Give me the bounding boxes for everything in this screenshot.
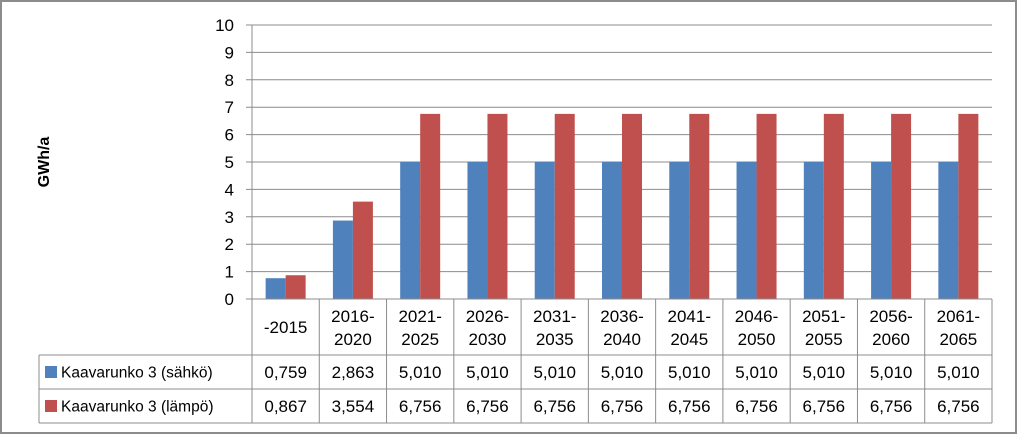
x-category-label-line2: 2030 bbox=[469, 330, 507, 349]
x-category-label-line1: 2016- bbox=[331, 307, 374, 326]
bar-sahko-7 bbox=[736, 161, 757, 299]
bars bbox=[265, 113, 979, 300]
data-label: 2,863 bbox=[332, 363, 375, 382]
x-category-label-line1: 2046- bbox=[735, 307, 778, 326]
x-category-label-line2: 2045 bbox=[670, 330, 708, 349]
bar-lampo-10 bbox=[958, 113, 979, 300]
x-category-label-line1: 2026- bbox=[466, 307, 509, 326]
bar-lampo-9 bbox=[891, 113, 912, 300]
bar-lampo-1 bbox=[352, 201, 373, 299]
x-category-label-line2: 2035 bbox=[536, 330, 574, 349]
x-category-label-line2: 2065 bbox=[939, 330, 977, 349]
bar-lampo-2 bbox=[420, 113, 441, 300]
data-label: 6,756 bbox=[668, 397, 711, 416]
y-tick-label: 10 bbox=[215, 16, 234, 35]
data-label: 5,010 bbox=[735, 363, 778, 382]
data-table: -2015 2016- 2020 2021- 2025 2026- 2030 2031- 203… bbox=[38, 298, 993, 424]
y-tick-label: 1 bbox=[225, 263, 234, 282]
y-tick-label: 8 bbox=[225, 71, 234, 90]
x-category-label-line1: 2041- bbox=[668, 307, 711, 326]
y-axis-label: GWh/a bbox=[36, 137, 53, 188]
x-category-label-line2: 2025 bbox=[401, 330, 439, 349]
y-tick-label: 7 bbox=[225, 98, 234, 117]
bar-sahko-5 bbox=[602, 161, 622, 299]
data-label: 6,756 bbox=[803, 397, 846, 416]
bar-lampo-3 bbox=[487, 113, 508, 300]
legend-swatch-sahko bbox=[45, 366, 57, 378]
legend-series-name: Kaavarunko 3 (sähkö) bbox=[61, 365, 213, 382]
data-label: 6,756 bbox=[601, 397, 644, 416]
data-label: 0,759 bbox=[264, 363, 307, 382]
x-category-label-line2: 2040 bbox=[603, 330, 641, 349]
data-label: 3,554 bbox=[332, 397, 375, 416]
axes: 0 1 2 3 4 5 6 7 8 9 10 bbox=[215, 16, 253, 423]
bar-lampo-0 bbox=[285, 275, 306, 299]
y-tick-label: 4 bbox=[225, 180, 234, 199]
bar-lampo-8 bbox=[823, 113, 844, 300]
data-label: 6,756 bbox=[399, 397, 442, 416]
y-tick-label: 6 bbox=[225, 126, 234, 145]
y-tick-label: 5 bbox=[225, 153, 234, 172]
data-label: 5,010 bbox=[533, 363, 576, 382]
bar-sahko-8 bbox=[803, 161, 824, 299]
legend-series-name: Kaavarunko 3 (lämpö) bbox=[61, 399, 214, 416]
data-label: 5,010 bbox=[870, 363, 913, 382]
legend-swatch-lampo bbox=[45, 400, 57, 412]
x-category-label-line1: 2051- bbox=[802, 307, 845, 326]
x-category-label-line2: 2020 bbox=[334, 330, 372, 349]
data-label: 5,010 bbox=[937, 363, 980, 382]
x-category-label-line1: 2036- bbox=[600, 307, 643, 326]
y-tick-label: 2 bbox=[225, 235, 234, 254]
x-category-label: -2015 bbox=[264, 318, 307, 337]
data-label: 5,010 bbox=[668, 363, 711, 382]
bar-sahko-3 bbox=[467, 161, 488, 299]
data-label: 6,756 bbox=[466, 397, 509, 416]
x-category-label-line2: 2050 bbox=[738, 330, 776, 349]
data-label: 5,010 bbox=[803, 363, 846, 382]
bar-sahko-10 bbox=[938, 161, 959, 299]
bar-lampo-5 bbox=[622, 113, 642, 300]
y-tick-label: 0 bbox=[225, 290, 234, 309]
bar-sahko-2 bbox=[400, 161, 421, 299]
bar-sahko-1 bbox=[332, 220, 353, 299]
data-label: 6,756 bbox=[870, 397, 913, 416]
bar-sahko-4 bbox=[534, 161, 555, 299]
bar-lampo-6 bbox=[689, 113, 710, 300]
bar-sahko-6 bbox=[669, 161, 690, 299]
x-category-label-line1: 2021- bbox=[398, 307, 441, 326]
data-label: 6,756 bbox=[937, 397, 980, 416]
data-label: 5,010 bbox=[399, 363, 442, 382]
data-label: 6,756 bbox=[735, 397, 778, 416]
y-tick-label: 3 bbox=[225, 208, 234, 227]
data-label: 0,867 bbox=[264, 397, 307, 416]
data-label: 5,010 bbox=[601, 363, 644, 382]
bar-lampo-7 bbox=[756, 113, 777, 300]
x-category-label-line1: 2061- bbox=[937, 307, 980, 326]
data-label: 6,756 bbox=[533, 397, 576, 416]
bar-lampo-4 bbox=[554, 113, 575, 300]
y-tick-label: 9 bbox=[225, 43, 234, 62]
x-category-label-line1: 2031- bbox=[533, 307, 576, 326]
x-category-label-line2: 2060 bbox=[872, 330, 910, 349]
data-label: 5,010 bbox=[466, 363, 509, 382]
bar-sahko-9 bbox=[871, 161, 892, 299]
x-category-label-line2: 2055 bbox=[805, 330, 843, 349]
x-category-label-line1: 2056- bbox=[869, 307, 912, 326]
bar-sahko-0 bbox=[265, 278, 286, 299]
